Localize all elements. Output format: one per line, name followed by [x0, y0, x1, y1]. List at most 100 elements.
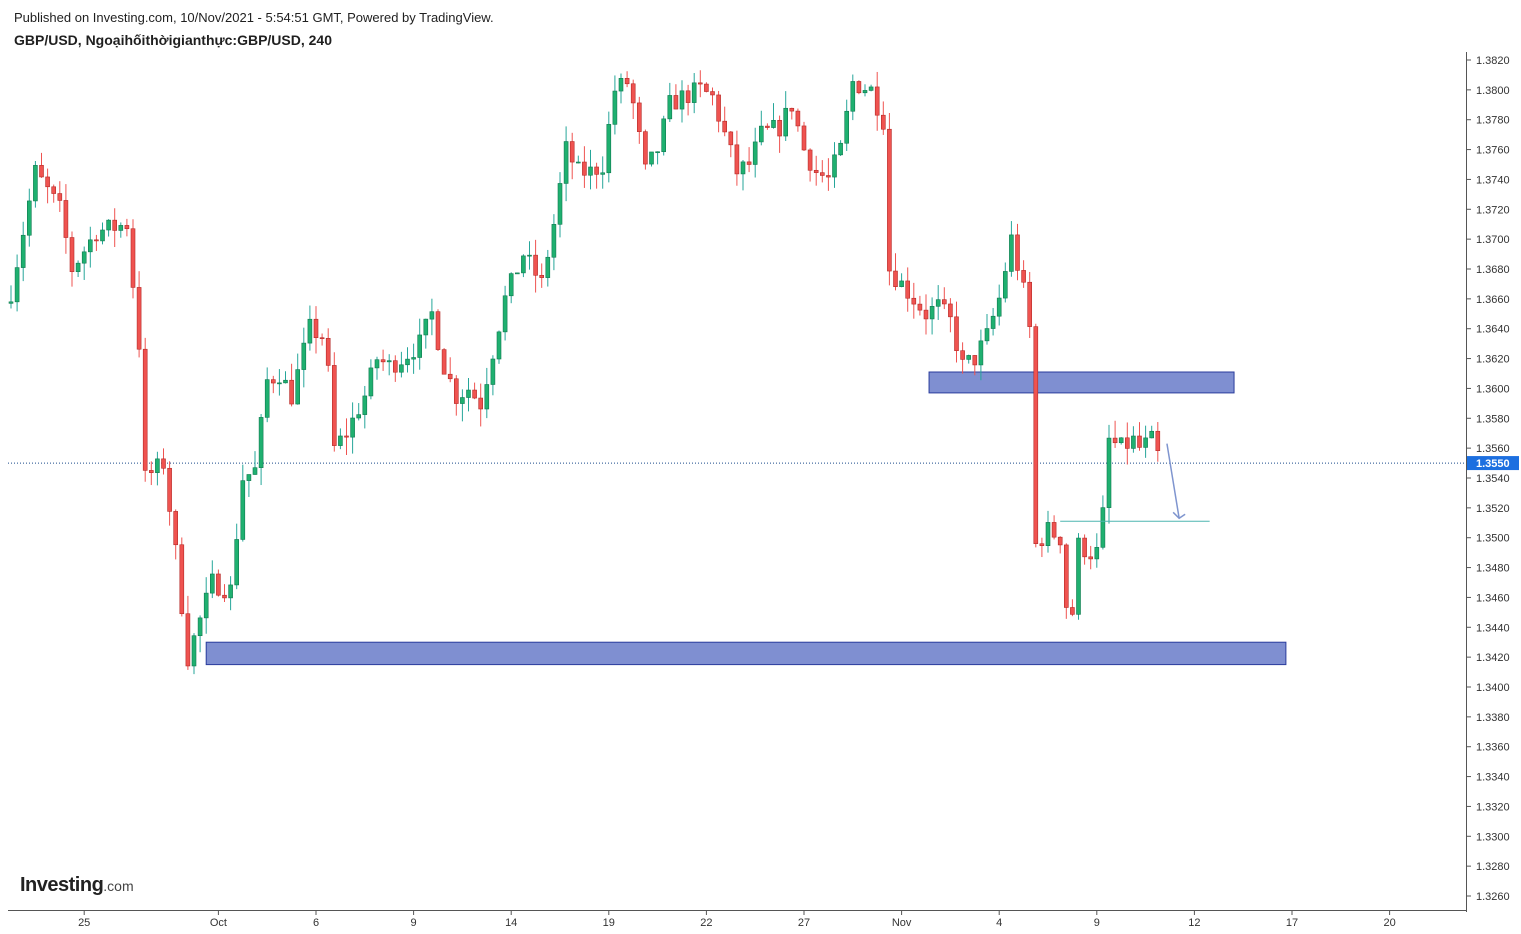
- candle-down: [63, 200, 69, 238]
- candle-down: [710, 91, 715, 96]
- investing-logo: Investing.com: [20, 874, 134, 897]
- candle-up: [228, 584, 233, 599]
- candle-up: [655, 151, 660, 154]
- y-tick-label: 1.3520: [1476, 503, 1510, 515]
- candle-down: [161, 458, 166, 469]
- candle-down: [1125, 437, 1130, 449]
- candle-up: [283, 379, 288, 384]
- candle-up: [460, 397, 465, 404]
- candle-up: [679, 90, 685, 110]
- candle-up: [514, 272, 520, 275]
- candle-up: [868, 86, 874, 91]
- candle-down: [380, 359, 386, 363]
- x-tick-label: 25: [78, 917, 90, 929]
- candle-down: [1064, 544, 1069, 608]
- x-tick-label: Nov: [892, 917, 912, 929]
- candle-down: [960, 350, 965, 360]
- candle-down: [905, 280, 911, 299]
- candle-up: [8, 301, 14, 304]
- candle-up: [75, 262, 81, 272]
- candle-up: [496, 331, 502, 360]
- candle-up: [423, 318, 429, 336]
- candle-down: [130, 228, 136, 288]
- candle-up: [600, 172, 606, 175]
- candle-down: [216, 573, 221, 596]
- candle-up: [411, 357, 416, 360]
- candle-up: [88, 239, 93, 253]
- candle-down: [313, 318, 319, 339]
- candle-down: [941, 299, 947, 305]
- candle-down: [142, 348, 148, 471]
- y-tick-label: 1.3420: [1476, 652, 1510, 664]
- published-line: Published on Investing.com, 10/Nov/2021 …: [14, 10, 494, 25]
- candle-down: [392, 360, 398, 373]
- candle-up: [1094, 547, 1100, 560]
- y-tick-label: 1.3640: [1476, 324, 1510, 336]
- candle-down: [478, 397, 484, 410]
- candles-layer: [8, 70, 1161, 675]
- candle-up: [502, 295, 508, 333]
- candle-up: [100, 229, 105, 242]
- candle-up: [862, 90, 868, 94]
- y-tick-label: 1.3820: [1476, 55, 1510, 67]
- candle-up: [929, 306, 935, 320]
- candle-down: [874, 86, 880, 116]
- y-tick-label: 1.3800: [1476, 85, 1510, 97]
- candle-down: [112, 219, 117, 231]
- candle-up: [106, 219, 111, 231]
- y-tick-label: 1.3400: [1476, 682, 1510, 694]
- candle-down: [1137, 435, 1142, 448]
- candle-up: [838, 142, 843, 156]
- candle-up: [1045, 522, 1051, 546]
- candle-up: [240, 480, 246, 540]
- candle-down: [45, 176, 50, 188]
- candle-down: [51, 186, 57, 194]
- candle-up: [350, 417, 355, 438]
- candle-down: [1155, 430, 1161, 452]
- down-arrow-head: [1172, 511, 1186, 520]
- candle-down: [69, 237, 75, 272]
- candle-down: [636, 102, 642, 132]
- candle-down: [856, 81, 862, 94]
- candle-up: [740, 161, 746, 175]
- candle-down: [1112, 437, 1118, 444]
- candle-up: [758, 125, 764, 143]
- candle-up: [277, 382, 282, 385]
- candle-down: [1015, 234, 1020, 271]
- candle-up: [1149, 430, 1154, 439]
- candle-up: [612, 90, 618, 125]
- candle-up: [661, 118, 667, 153]
- candle-down: [777, 119, 782, 137]
- y-tick-label: 1.3280: [1476, 861, 1510, 873]
- candle-down: [325, 338, 331, 366]
- candle-up: [264, 379, 270, 418]
- candle-down: [801, 125, 807, 151]
- candle-down: [624, 78, 630, 85]
- candle-up: [1009, 234, 1014, 272]
- zone-rectangle: [928, 371, 1235, 394]
- candle-up: [14, 267, 20, 303]
- y-tick-label: 1.3460: [1476, 592, 1510, 604]
- candle-up: [362, 395, 368, 415]
- candle-down: [331, 365, 337, 446]
- candle-up: [899, 280, 904, 287]
- candle-down: [344, 435, 349, 438]
- candle-up: [307, 318, 313, 344]
- symbol-title: GBP/USD, Ngoạihốithờigianthực:GBP/USD, 2…: [14, 32, 333, 48]
- candle-up: [990, 315, 996, 329]
- candle-down: [1033, 326, 1039, 544]
- candle-up: [118, 225, 124, 231]
- y-tick-label: 1.3320: [1476, 801, 1510, 813]
- candle-down: [179, 544, 185, 615]
- x-tick-label: 27: [798, 917, 810, 929]
- candle-up: [417, 334, 423, 358]
- candle-down: [716, 94, 721, 122]
- candle-up: [588, 166, 593, 176]
- candle-down: [167, 467, 172, 512]
- candle-up: [551, 224, 557, 258]
- candle-up: [20, 234, 26, 268]
- candle-up: [832, 154, 837, 178]
- y-tick-label: 1.3680: [1476, 264, 1510, 276]
- candle-up: [844, 110, 850, 144]
